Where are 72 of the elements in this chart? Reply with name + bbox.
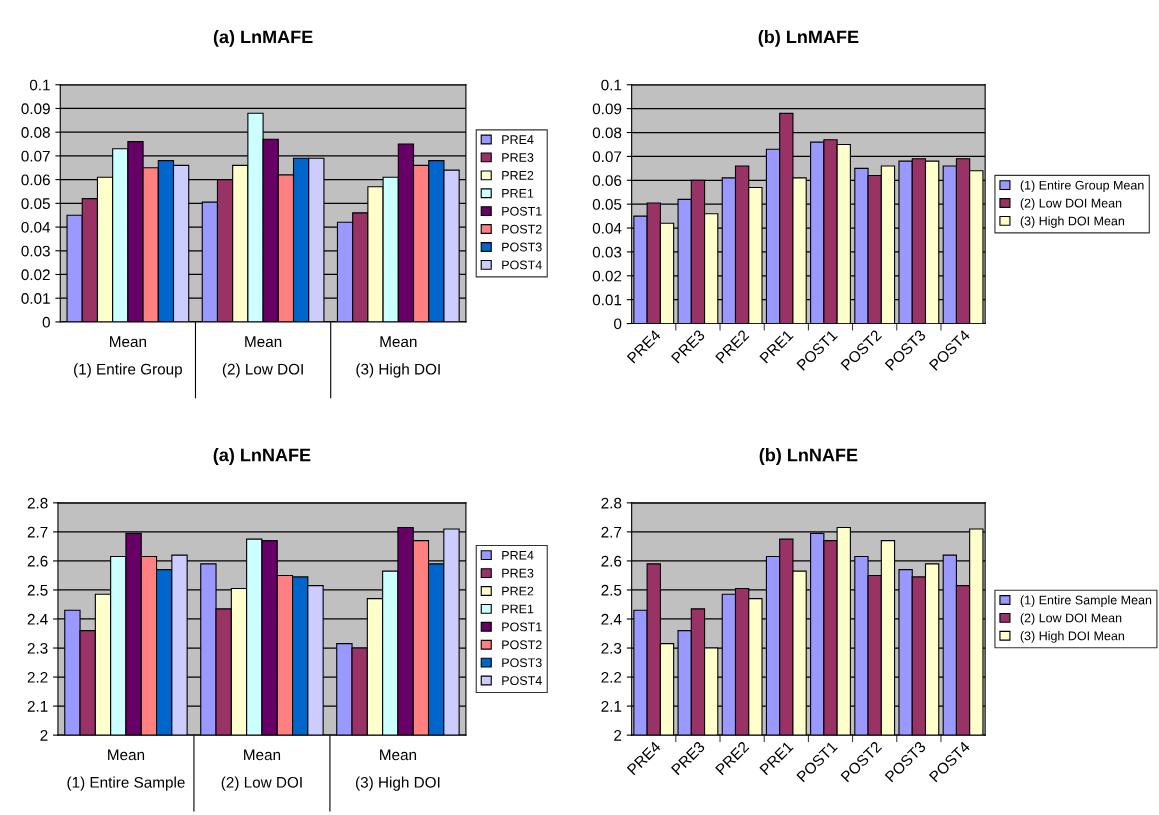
y-tick-label: 2 — [614, 730, 622, 741]
legend-label: (2) Low DOI Mean — [1020, 198, 1122, 210]
legend-label: POST1 — [502, 622, 542, 632]
y-tick-label: 0.09 — [21, 103, 50, 115]
legend-label: POST1 — [502, 206, 542, 216]
x-tick-label: Mean (2) Low DOI — [222, 336, 303, 378]
legend-label: PRE3 — [502, 153, 534, 162]
y-tick-label: 2.5 — [27, 584, 48, 596]
y-tick-label: 2.3 — [601, 642, 622, 654]
chart-title: (b) LnNAFE — [759, 448, 858, 465]
y-tick-label: 2.4 — [27, 613, 48, 625]
y-tick-label: 2.7 — [601, 526, 622, 538]
y-tick-label: 0.09 — [592, 103, 622, 115]
x-tick-label: Mean (1) Entire Sample — [67, 749, 185, 791]
y-tick-label: 0.06 — [592, 175, 622, 186]
y-tick-label: 0.04 — [21, 221, 51, 233]
y-tick-label: 0.1 — [29, 79, 50, 91]
y-tick-label: 0.02 — [21, 269, 50, 281]
legend-label: (3) High DOI Mean — [1020, 216, 1125, 228]
legend-label: (3) High DOI Mean — [1020, 631, 1125, 643]
y-tick-label: 2.8 — [601, 497, 622, 509]
y-tick-label: 2.1 — [601, 700, 622, 712]
legend-label: PRE4 — [502, 135, 534, 144]
y-tick-label: 2.2 — [27, 671, 48, 683]
y-tick-label: 0 — [42, 316, 50, 328]
y-tick-label: 2.4 — [601, 613, 622, 625]
y-tick-label: 0.03 — [592, 246, 622, 258]
y-tick-label: 2.1 — [27, 700, 48, 712]
legend-label: POST4 — [502, 676, 542, 686]
y-tick-label: 0.05 — [21, 198, 50, 210]
y-tick-label: 0.04 — [592, 222, 622, 234]
x-tick-label: Mean (1) Entire Group — [74, 336, 183, 378]
y-tick-label: 0.01 — [592, 294, 622, 306]
legend-label: PRE2 — [502, 170, 534, 180]
y-tick-label: 0.08 — [592, 127, 622, 139]
legend-label: (1) Entire Group Mean — [1020, 180, 1144, 193]
y-tick-label: 2.3 — [27, 642, 48, 654]
chart-title: (a) LnNAFE — [213, 448, 311, 465]
x-tick-label: Mean (2) Low DOI — [221, 749, 302, 791]
y-tick-label: 0.01 — [21, 293, 50, 304]
legend-label: POST2 — [502, 224, 542, 234]
y-tick-label: 0 — [614, 318, 622, 330]
legend-label: (1) Entire Sample Mean — [1020, 595, 1152, 607]
y-tick-label: 2 — [40, 730, 48, 741]
y-tick-label: 0.1 — [601, 79, 622, 91]
y-tick-label: 0.08 — [21, 127, 50, 138]
y-tick-label: 2.2 — [601, 671, 622, 683]
y-tick-label: 0.03 — [21, 245, 50, 257]
chart-title: (b) LnMAFE — [758, 30, 859, 47]
y-tick-label: 2.6 — [601, 555, 622, 567]
legend-label: PRE3 — [502, 568, 534, 578]
y-tick-label: 0.05 — [592, 199, 622, 210]
y-tick-label: 2.7 — [27, 526, 48, 538]
x-tick-label: Mean (3) High DOI — [356, 749, 440, 791]
y-tick-label: 2.6 — [27, 555, 48, 567]
legend-label: PRE1 — [502, 189, 534, 198]
legend-label: PRE1 — [502, 604, 534, 614]
y-tick-label: 2.5 — [601, 584, 622, 596]
y-tick-label: 0.06 — [21, 174, 50, 186]
x-tick-label: Mean (3) High DOI — [356, 336, 440, 378]
legend-label: POST3 — [502, 658, 542, 668]
legend-label: POST4 — [502, 260, 542, 270]
legend-label: (2) Low DOI Mean — [1020, 613, 1122, 625]
y-tick-label: 0.07 — [592, 151, 622, 163]
y-tick-label: 2.8 — [27, 497, 48, 509]
chart-title: (a) LnMAFE — [213, 30, 313, 47]
y-tick-label: 0.07 — [21, 150, 50, 162]
legend-label: POST2 — [502, 640, 542, 650]
legend-label: PRE4 — [502, 550, 534, 560]
legend-label: PRE2 — [502, 586, 534, 596]
legend-label: POST3 — [502, 242, 542, 252]
y-tick-label: 0.02 — [592, 270, 622, 282]
